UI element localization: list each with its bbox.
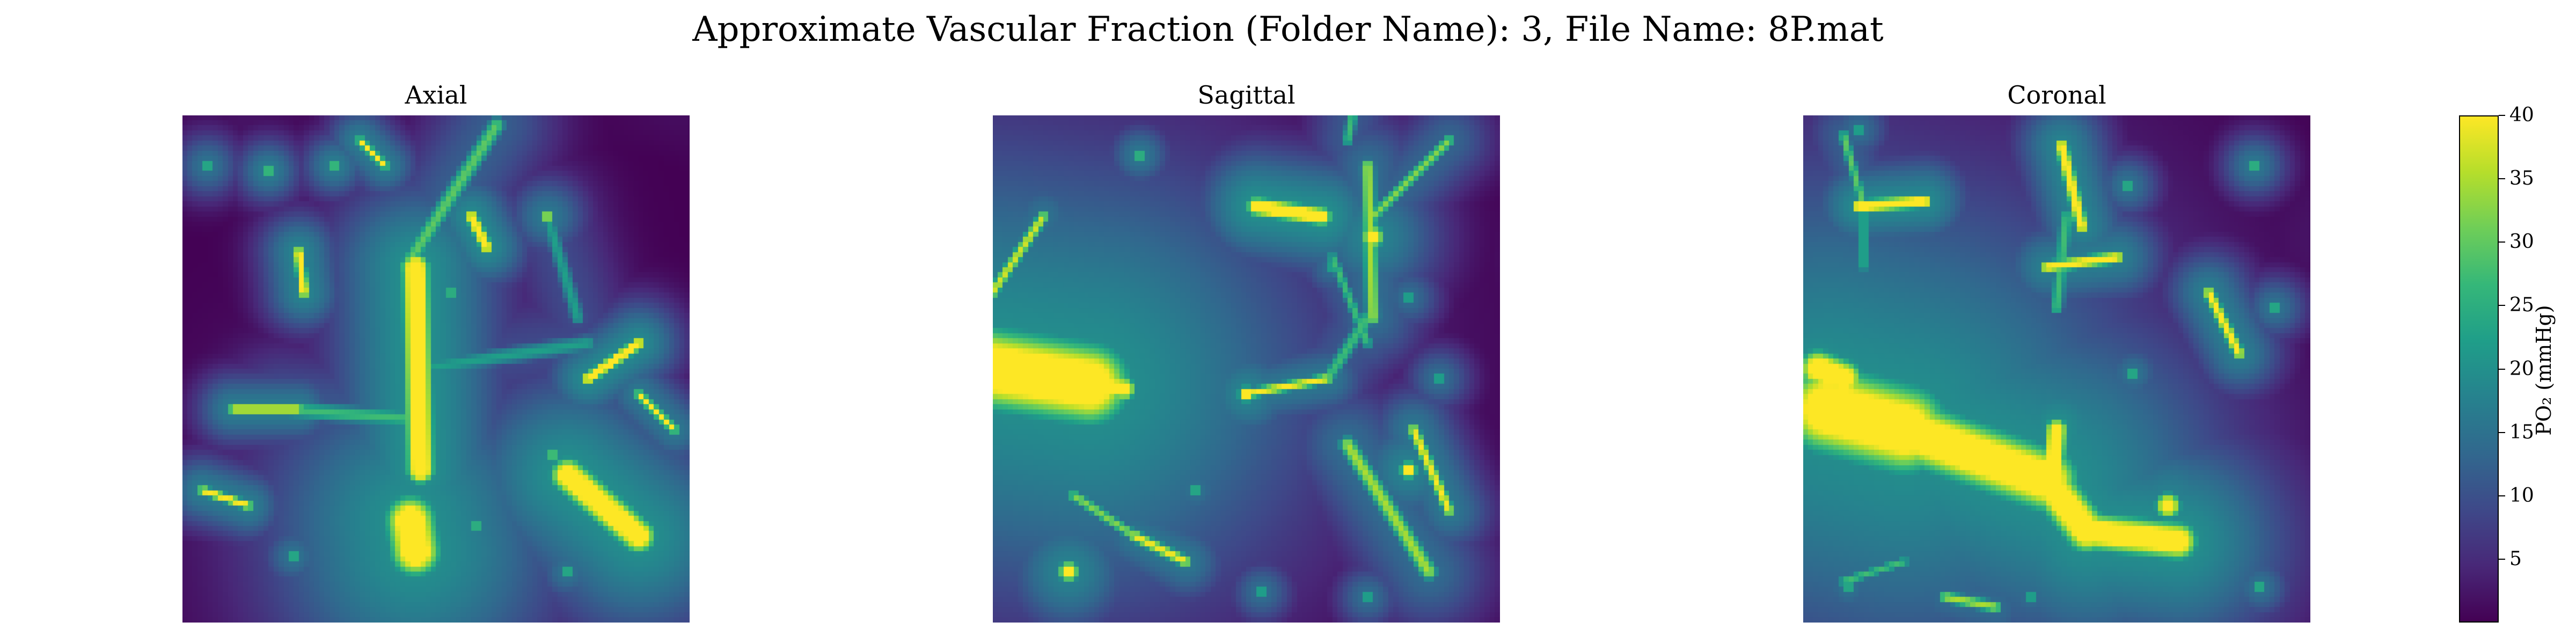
colorbar-tick: [2499, 241, 2505, 243]
figure-title: Approximate Vascular Fraction (Folder Na…: [692, 10, 1884, 49]
sagittal-title: Sagittal: [1197, 80, 1296, 109]
sagittal-panel: Sagittal: [993, 78, 1500, 623]
coronal-heatmap: [1803, 115, 2310, 623]
colorbar-tick: [2499, 178, 2505, 180]
colorbar-tick: [2499, 431, 2505, 433]
colorbar-tick-label: 40: [2509, 104, 2534, 126]
sagittal-heatmap: [993, 115, 1500, 623]
colorbar-tick-label: 25: [2509, 294, 2534, 317]
colorbar-tick-label: 10: [2509, 484, 2534, 507]
colorbar-tick-label: 5: [2509, 547, 2522, 570]
colorbar-tick: [2499, 495, 2505, 496]
colorbar-tick-label: 30: [2509, 231, 2534, 253]
colorbar-tick: [2499, 305, 2505, 306]
coronal-panel: Coronal: [1803, 78, 2310, 623]
axial-title: Axial: [405, 80, 467, 109]
colorbar-tick: [2499, 558, 2505, 560]
colorbar-tick: [2499, 115, 2505, 116]
colorbar: [2459, 115, 2499, 623]
colorbar-label: PO₂ (mmHg): [2532, 305, 2556, 436]
coronal-title: Coronal: [2007, 80, 2106, 109]
colorbar-tick-label: 20: [2509, 357, 2534, 380]
colorbar-tick-label: 35: [2509, 167, 2534, 190]
colorbar-tick-label: 15: [2509, 421, 2534, 443]
axial-panel: Axial: [182, 78, 690, 623]
colorbar-tick: [2499, 368, 2505, 370]
axial-heatmap: [182, 115, 690, 623]
